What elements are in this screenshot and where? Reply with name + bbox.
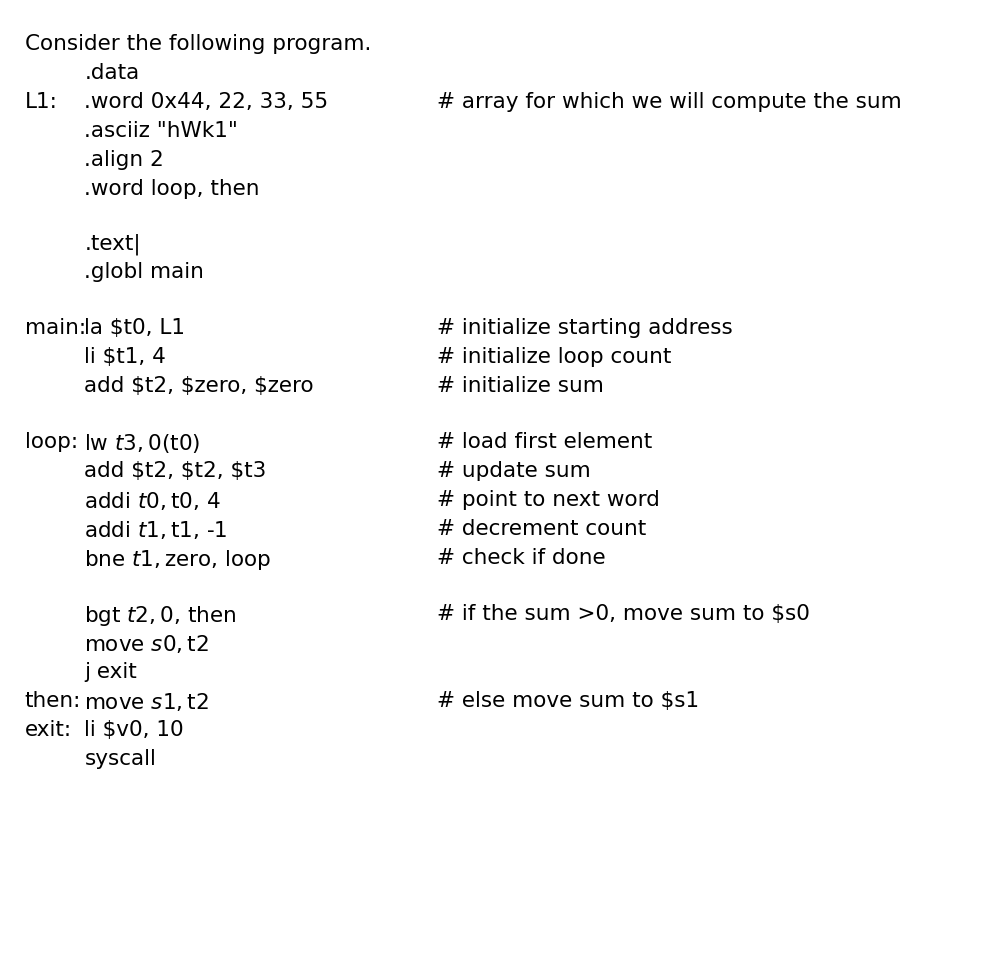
Text: move $s1, $t2: move $s1, $t2: [84, 691, 210, 713]
Text: .asciiz "hWk1": .asciiz "hWk1": [84, 121, 239, 141]
Text: exit:: exit:: [25, 720, 72, 740]
Text: j exit: j exit: [84, 662, 137, 682]
Text: # array for which we will compute the sum: # array for which we will compute the su…: [437, 92, 903, 112]
Text: li $t1, 4: li $t1, 4: [84, 347, 166, 368]
Text: # initialize starting address: # initialize starting address: [437, 318, 734, 339]
Text: .globl main: .globl main: [84, 262, 205, 283]
Text: # else move sum to $s1: # else move sum to $s1: [437, 691, 700, 711]
Text: # check if done: # check if done: [437, 548, 606, 568]
Text: # initialize sum: # initialize sum: [437, 376, 604, 397]
Text: lw $t3, 0($t0): lw $t3, 0($t0): [84, 432, 201, 455]
Text: add $t2, $t2, $t3: add $t2, $t2, $t3: [84, 461, 266, 482]
Text: bgt $t2, $0, then: bgt $t2, $0, then: [84, 604, 237, 628]
Text: .text|: .text|: [84, 234, 141, 255]
Text: add $t2, $zero, $zero: add $t2, $zero, $zero: [84, 376, 314, 397]
Text: # point to next word: # point to next word: [437, 490, 660, 510]
Text: li $v0, 10: li $v0, 10: [84, 720, 184, 740]
Text: then:: then:: [25, 691, 82, 711]
Text: la $t0, L1: la $t0, L1: [84, 318, 186, 339]
Text: bne $t1, $zero, loop: bne $t1, $zero, loop: [84, 548, 272, 572]
Text: .word 0x44, 22, 33, 55: .word 0x44, 22, 33, 55: [84, 92, 329, 112]
Text: # load first element: # load first element: [437, 432, 653, 453]
Text: # decrement count: # decrement count: [437, 519, 647, 539]
Text: loop:: loop:: [25, 432, 78, 453]
Text: .data: .data: [84, 63, 140, 83]
Text: L1:: L1:: [25, 92, 58, 112]
Text: .word loop, then: .word loop, then: [84, 179, 260, 199]
Text: move $s0, $t2: move $s0, $t2: [84, 633, 210, 655]
Text: syscall: syscall: [84, 749, 156, 769]
Text: .align 2: .align 2: [84, 150, 164, 170]
Text: main:: main:: [25, 318, 85, 339]
Text: # initialize loop count: # initialize loop count: [437, 347, 672, 368]
Text: Consider the following program.: Consider the following program.: [25, 34, 371, 54]
Text: # update sum: # update sum: [437, 461, 591, 482]
Text: addi $t1, $t1, -1: addi $t1, $t1, -1: [84, 519, 228, 541]
Text: # if the sum >0, move sum to $s0: # if the sum >0, move sum to $s0: [437, 604, 810, 624]
Text: addi $t0, $t0, 4: addi $t0, $t0, 4: [84, 490, 222, 512]
